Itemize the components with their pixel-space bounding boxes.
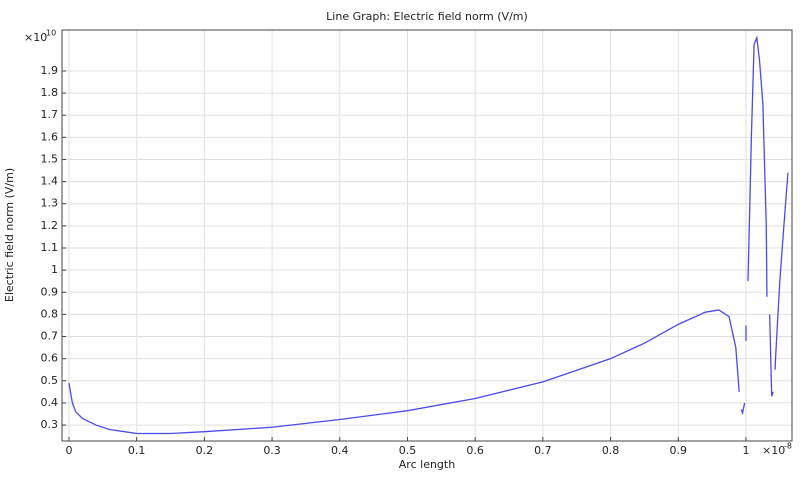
x-tick-label: 0 xyxy=(65,444,72,457)
data-line xyxy=(68,35,789,435)
y-tick-label: 0.7 xyxy=(41,330,59,343)
chart-title: Line Graph: Electric field norm (V/m) xyxy=(326,10,528,23)
y-tick-label: 1.3 xyxy=(41,197,59,210)
y-tick-label: 1.4 xyxy=(41,175,59,188)
y-tick-label: 1.9 xyxy=(41,64,59,77)
x-tick-label: 0.1 xyxy=(128,444,146,457)
y-tick-label: 1.5 xyxy=(41,152,59,165)
y-tick-label: 1.6 xyxy=(41,130,59,143)
y-tick-label: 1.1 xyxy=(41,241,59,254)
y-tick-label: 1.7 xyxy=(41,108,59,121)
x-tick-label: 0.5 xyxy=(399,444,417,457)
y-multiplier: ×10 xyxy=(24,31,47,44)
y-tick-label: 0.3 xyxy=(41,418,59,431)
x-tick-label: 0.8 xyxy=(602,444,620,457)
y-tick-label: 0.5 xyxy=(41,374,59,387)
y-tick-label: 0.8 xyxy=(41,307,59,320)
x-tick-label: 0.9 xyxy=(670,444,688,457)
x-tick-label: 0.2 xyxy=(196,444,214,457)
x-axis-label: Arc length xyxy=(399,458,455,471)
x-multiplier: ×10 xyxy=(762,444,785,457)
y-tick-label: 0.6 xyxy=(41,352,59,365)
y-tick-label: 1 xyxy=(51,263,58,276)
x-tick-label: 0.6 xyxy=(466,444,484,457)
y-multiplier-exponent: 10 xyxy=(46,29,56,38)
y-axis-label: Electric field norm (V/m) xyxy=(3,168,16,302)
y-tick-label: 0.9 xyxy=(41,285,59,298)
plot-frame xyxy=(61,29,793,442)
x-tick-label: 0.7 xyxy=(534,444,552,457)
x-tick-label: 1 xyxy=(742,444,749,457)
x-tick-label: 0.3 xyxy=(263,444,281,457)
x-tick-label: 0.4 xyxy=(331,444,349,457)
y-tick-label: 0.4 xyxy=(41,396,59,409)
x-multiplier-exponent: -8 xyxy=(784,442,792,451)
y-tick-label: 1.2 xyxy=(41,219,59,232)
y-tick-label: 1.8 xyxy=(41,86,59,99)
